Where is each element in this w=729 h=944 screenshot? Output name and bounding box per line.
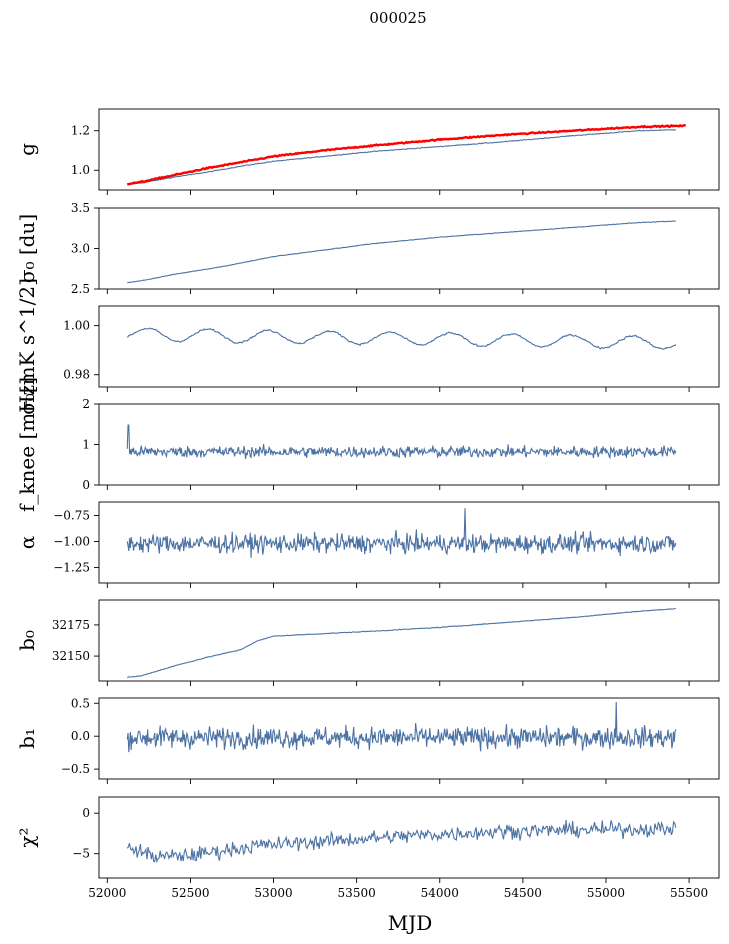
panel-6-series-1 — [127, 607, 676, 678]
panel-7-series-1 — [126, 701, 677, 753]
panel-8-ytick-label: 0 — [82, 806, 90, 820]
panel-3: 0.98 1.00 σ₀[mK s^1/2] — [15, 278, 720, 415]
panel-6-ylabel: b₀ — [15, 630, 39, 651]
panel-3-series-1 — [126, 327, 677, 350]
panel-1-ytick-label: 1.0 — [71, 163, 90, 177]
panel-4-ytick-label: 0 — [82, 478, 90, 492]
x-tick-label: 55000 — [587, 886, 625, 900]
panel-8-frame — [98, 796, 720, 879]
x-axis-label: MJD — [388, 911, 433, 935]
panel-7-ytick-label: 0.0 — [71, 729, 90, 743]
panel-4-series-1 — [126, 424, 677, 460]
panel-1: 1.0 1.2 g — [15, 108, 720, 195]
panel-4-ytick-label: 2 — [82, 397, 90, 411]
panel-8-series-1 — [126, 819, 677, 864]
panel-6-ytick-label: 32175 — [52, 618, 90, 632]
x-tick-label: 54000 — [421, 886, 459, 900]
x-tick-label: 53500 — [338, 886, 376, 900]
panel-7-ytick-label: −0.5 — [61, 762, 90, 776]
panel-1-ytick-label: 1.2 — [71, 124, 90, 138]
panel-2-ytick-label: 2.5 — [71, 282, 90, 296]
panel-3-ylabel: σ₀[mK s^1/2] — [15, 278, 39, 415]
panel-6-frame — [98, 599, 720, 682]
panel-7-frame — [98, 697, 720, 780]
panel-8: −5 0 52000 52500 53000 53500 54000 54500 55000 55… — [15, 796, 720, 900]
panel-4: 0 1 2 f_knee [mHz] — [15, 377, 720, 512]
figure-title: 000025 — [369, 9, 426, 27]
panel-5: −1.25 −1.00 −0.75 α — [15, 501, 720, 588]
panel-7: −0.5 0.0 0.5 b₁ — [15, 696, 720, 784]
panel-1-series-2 — [126, 123, 687, 186]
panel-2-ylabel: σ₀ [du] — [15, 214, 39, 283]
panel-2: 2.5 3.0 3.5 σ₀ [du] — [15, 201, 720, 296]
panel-5-frame — [98, 501, 720, 584]
x-tick-label: 52000 — [88, 886, 126, 900]
panel-8-ytick-label: −5 — [72, 847, 90, 861]
panel-7-ytick-label: 0.5 — [71, 696, 90, 710]
x-tick-label: 54500 — [504, 886, 542, 900]
panel-4-ylabel: f_knee [mHz] — [15, 377, 39, 512]
panel-7-ylabel: b₁ — [15, 728, 39, 749]
panel-5-ytick-label: −0.75 — [53, 509, 90, 523]
panel-6-ytick-label: 32150 — [52, 649, 90, 663]
panel-2-series-1 — [127, 220, 676, 284]
panel-3-ytick-label: 0.98 — [63, 368, 90, 382]
panel-4-ytick-label: 1 — [82, 438, 90, 452]
panel-5-ytick-label: −1.25 — [53, 560, 90, 574]
panel-3-frame — [98, 305, 720, 388]
panels: 1.0 1.2 g 2.5 3.0 3.5 σ₀ [du] 0.98 1.00 σ₀[mK s^1… — [15, 108, 720, 900]
panel-5-ytick-label: −1.00 — [53, 534, 90, 548]
panel-5-ylabel: α — [15, 536, 39, 550]
panel-1-ylabel: g — [15, 143, 39, 156]
panel-8-ylabel: χ² — [15, 827, 39, 847]
x-tick-label: 53000 — [254, 886, 292, 900]
panel-2-ytick-label: 3.5 — [71, 201, 90, 215]
panel-4-frame — [98, 403, 720, 486]
x-tick-label: 52500 — [171, 886, 209, 900]
panel-6: 32150 32175 b₀ — [15, 599, 720, 686]
panel-2-ytick-label: 3.0 — [71, 242, 90, 256]
panel-1-series-1 — [127, 129, 676, 185]
panel-1-frame — [98, 108, 720, 191]
x-tick-label: 55500 — [670, 886, 708, 900]
panel-2-frame — [98, 207, 720, 290]
panel-5-series-1 — [126, 508, 677, 558]
panel-3-ytick-label: 1.00 — [63, 319, 90, 333]
